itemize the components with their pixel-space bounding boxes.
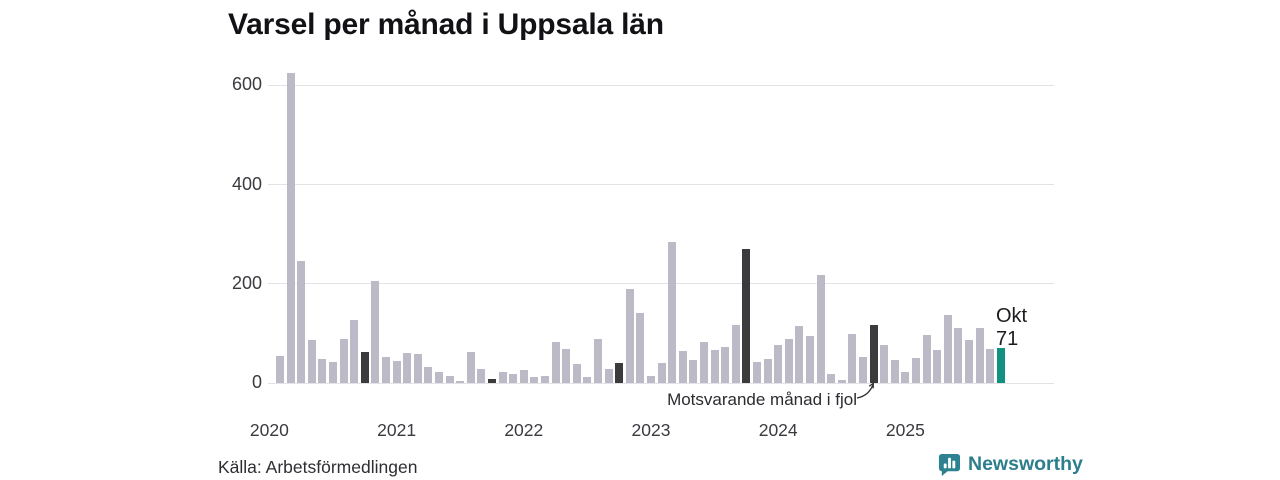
newsworthy-wordmark: Newsworthy <box>968 453 1083 475</box>
annotation-arrow-icon <box>856 382 878 405</box>
gridline-y400 <box>268 184 1054 186</box>
bar-aug-2022 <box>594 339 602 383</box>
bar-dec-2024 <box>890 360 899 383</box>
newsworthy-logo[interactable]: Newsworthy <box>938 453 1083 476</box>
bar-feb-2025 <box>912 358 920 383</box>
bar-okt-2020 <box>360 352 369 383</box>
chart-title: Varsel per månad i Uppsala län <box>228 8 664 41</box>
latest-value: 71 <box>996 328 1019 350</box>
bar-apr-2020 <box>297 261 306 383</box>
x-tick-label-2021: 2021 <box>377 420 417 440</box>
bar-mar-2020 <box>286 72 295 383</box>
bar-jan-2025 <box>901 372 910 383</box>
bar-feb-2021 <box>403 353 412 383</box>
bar-mar-2024 <box>795 325 804 383</box>
bar-okt-2024 <box>869 324 878 383</box>
bar-dec-2023 <box>763 358 772 383</box>
gridline-y200 <box>268 283 1054 285</box>
gridline-y600 <box>268 84 1054 86</box>
bar-maj-2024 <box>816 274 825 383</box>
bar-nov-2024 <box>880 345 889 383</box>
bar-nov-2022 <box>625 289 634 383</box>
y-tick-label: 600 <box>231 74 262 95</box>
bar-sep-2022 <box>604 369 613 383</box>
bar-okt-2021 <box>488 379 496 383</box>
y-tick-label: 0 <box>251 372 262 392</box>
latest-month: Okt <box>996 305 1028 327</box>
bar-jul-2020 <box>329 362 337 383</box>
bar-feb-2023 <box>657 363 666 383</box>
bar-nov-2020 <box>371 280 380 383</box>
bar-feb-2024 <box>784 339 793 383</box>
bar-apr-2024 <box>806 336 814 383</box>
bar-mar-2022 <box>541 375 549 383</box>
bar-jan-2023 <box>647 376 655 383</box>
bar-jan-2022 <box>519 370 528 383</box>
latest-value-label: Okt 71 <box>996 305 1027 351</box>
bar-aug-2023 <box>721 346 730 383</box>
bar-sep-2020 <box>350 319 359 383</box>
bar-dec-2022 <box>636 312 645 383</box>
y-tick-label: 400 <box>231 173 262 194</box>
x-tick-label-2020: 2020 <box>249 420 289 440</box>
bar-jul-2023 <box>710 350 719 383</box>
x-axis: 2020 2021 2022 2023 2024 2025 <box>250 420 1054 444</box>
bar-maj-2025 <box>943 314 952 383</box>
bar-okt-2022 <box>615 363 624 383</box>
bar-apr-2021 <box>424 366 433 383</box>
x-tick-label-2025: 2025 <box>885 420 925 440</box>
bar-feb-2020 <box>276 355 284 383</box>
bar-jul-2024 <box>837 379 846 383</box>
bar-sep-2025 <box>986 348 995 383</box>
bar-jun-2022 <box>572 363 581 383</box>
bar-sep-2023 <box>731 324 740 383</box>
bar-jul-2025 <box>965 340 973 383</box>
bar-sep-2024 <box>859 357 867 383</box>
bar-mar-2023 <box>668 241 677 383</box>
plot-area <box>268 71 1054 384</box>
bar-aug-2025 <box>975 328 984 383</box>
y-tick-label: 200 <box>231 272 262 293</box>
bar-jan-2024 <box>774 344 783 383</box>
bar-aug-2024 <box>848 334 857 383</box>
bar-jun-2020 <box>318 359 327 383</box>
bar-okt-2023 <box>742 249 751 383</box>
bar-jan-2021 <box>392 360 401 383</box>
bar-jun-2021 <box>445 376 454 383</box>
bar-jul-2021 <box>456 380 465 383</box>
annotation-label: Motsvarande månad i fjol <box>667 390 857 409</box>
bar-aug-2021 <box>466 352 475 383</box>
bar-apr-2023 <box>678 351 687 383</box>
bar-maj-2020 <box>307 340 316 383</box>
bar-dec-2021 <box>509 374 518 383</box>
x-tick-label-2022: 2022 <box>504 420 544 440</box>
bar-jun-2025 <box>954 328 963 383</box>
bar-mar-2021 <box>413 354 422 383</box>
bar-sep-2021 <box>477 368 486 383</box>
bar-feb-2022 <box>530 376 539 383</box>
source-label: Källa: Arbetsförmedlingen <box>218 457 418 477</box>
newsworthy-bubble-chart-icon <box>938 453 961 476</box>
bar-jul-2022 <box>583 376 592 383</box>
bar-jun-2023 <box>700 342 708 383</box>
bar-nov-2021 <box>498 372 507 383</box>
bar-nov-2023 <box>753 362 761 383</box>
bar-maj-2021 <box>435 372 443 383</box>
bar-apr-2025 <box>933 349 942 383</box>
bar-jun-2024 <box>827 374 836 383</box>
bar-maj-2022 <box>562 349 571 383</box>
bar-apr-2022 <box>551 341 560 383</box>
bar-maj-2023 <box>689 359 698 383</box>
x-tick-label-2023: 2023 <box>631 420 671 440</box>
bar-dec-2020 <box>382 356 390 383</box>
bar-okt-2025 <box>996 347 1005 383</box>
gridline-y0 <box>268 382 1054 384</box>
bar-aug-2020 <box>339 339 348 383</box>
bar-mar-2025 <box>922 335 931 383</box>
x-tick-label-2024: 2024 <box>758 420 798 440</box>
